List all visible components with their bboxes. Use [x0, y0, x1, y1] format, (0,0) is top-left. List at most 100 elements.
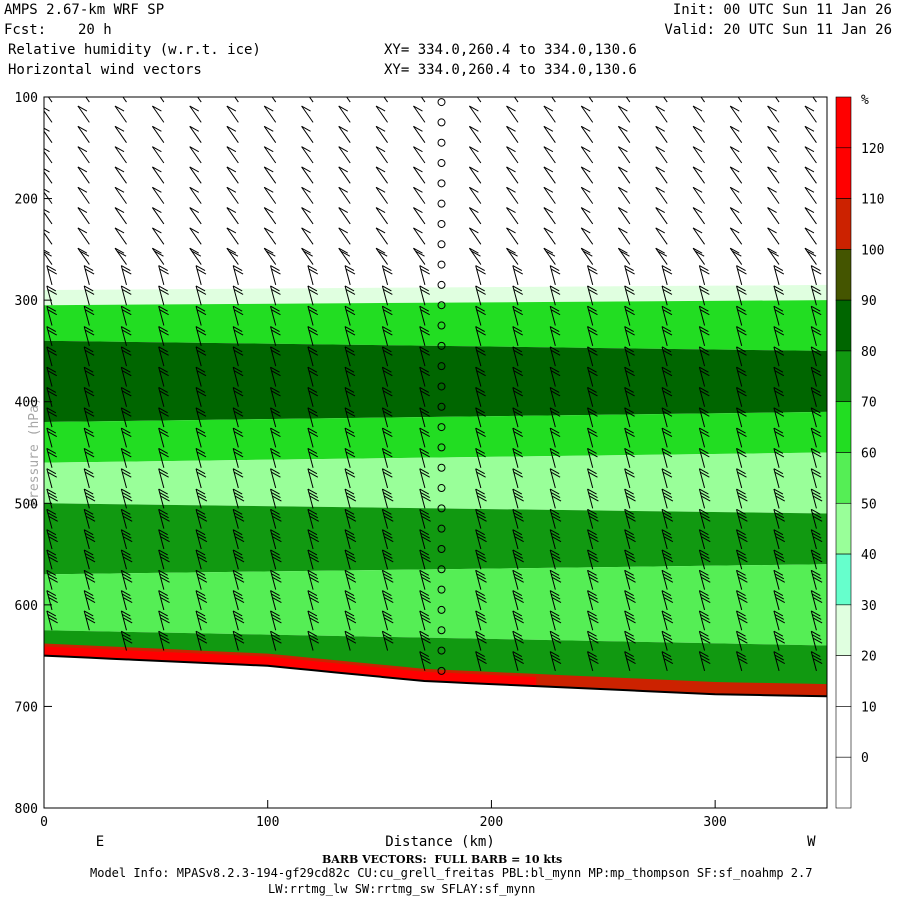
barb-flag — [41, 86, 50, 91]
barb-flag — [121, 265, 131, 272]
barb-flag — [122, 329, 132, 336]
barb-flag — [346, 597, 357, 604]
barb-flag — [308, 471, 319, 478]
barb-shaft — [263, 227, 277, 245]
barb-flag — [375, 227, 386, 234]
barb-flag — [587, 488, 597, 495]
barb-shaft — [810, 468, 817, 489]
wind-barb — [338, 125, 351, 143]
barb-flag — [382, 366, 392, 373]
barb-flag — [271, 613, 281, 620]
barb-shaft — [270, 407, 277, 428]
wind-barb — [804, 166, 817, 184]
barb-flag — [730, 86, 739, 91]
barb-flag — [196, 410, 207, 417]
wind-barb — [232, 407, 244, 428]
wind-barb — [549, 468, 561, 489]
barb-flag — [189, 146, 199, 153]
wind-barb — [120, 346, 132, 367]
wind-barb — [692, 207, 705, 225]
wind-barb — [77, 186, 90, 204]
barb-flag — [773, 285, 784, 292]
wind-barb — [151, 247, 165, 265]
wind-barb — [767, 247, 780, 265]
barb-flag — [152, 186, 162, 193]
calm-circle — [437, 484, 446, 493]
barb-flag — [344, 468, 355, 475]
barb-shaft — [381, 468, 389, 489]
barb-shaft — [736, 570, 743, 590]
barb-shaft — [767, 227, 780, 245]
barb-flag — [700, 532, 710, 539]
calm-circle — [437, 321, 446, 330]
barb-flag — [773, 326, 784, 332]
wind-barb — [344, 387, 356, 407]
barb-flag — [307, 569, 318, 576]
wind-barb — [307, 468, 319, 489]
barb-flag — [737, 309, 747, 316]
barb-flag — [413, 247, 423, 254]
barb-flag — [158, 427, 168, 434]
barb-shaft — [344, 427, 351, 448]
barb-flag — [624, 326, 634, 332]
barb-flag — [811, 492, 822, 498]
wind-barb — [661, 488, 674, 509]
barb-flag — [477, 637, 487, 644]
barb-flag — [625, 451, 635, 458]
wind-barb — [475, 427, 486, 448]
barb-flag — [195, 326, 206, 332]
barb-flag — [375, 207, 386, 214]
wind-barb — [624, 569, 636, 590]
wind-barb — [580, 207, 594, 225]
wind-barb — [698, 590, 711, 611]
barb-flag — [420, 268, 430, 275]
barb-shaft — [729, 146, 743, 164]
barb-flag — [419, 366, 429, 373]
wind-barb — [46, 447, 57, 468]
barb-flag — [302, 86, 311, 91]
wind-barb — [151, 166, 165, 184]
wind-barb — [810, 346, 822, 367]
barb-flag — [512, 447, 523, 454]
barb-flag — [344, 529, 355, 536]
barb-flag — [549, 651, 560, 657]
barb-flag — [476, 613, 486, 620]
barb-flag — [344, 508, 355, 515]
barb-flag — [513, 268, 523, 275]
barb-flag — [195, 630, 206, 637]
barb-shaft — [804, 247, 817, 265]
barb-flag — [700, 471, 710, 478]
barb-flag — [624, 427, 634, 434]
barb-flag — [655, 166, 665, 173]
barb-shaft — [151, 166, 165, 184]
barb-flag — [344, 569, 355, 576]
barb-shaft — [767, 186, 780, 204]
wind-barb — [195, 265, 207, 286]
barb-flag — [774, 512, 785, 519]
barb-flag — [309, 556, 320, 563]
barb-flag — [549, 265, 560, 272]
barb-flag — [811, 488, 821, 495]
wind-barb — [307, 590, 320, 611]
wind-barb — [195, 569, 208, 590]
barb-flag — [773, 366, 784, 373]
barb-shaft — [624, 427, 631, 448]
barb-flag — [420, 654, 430, 661]
barb-flag — [46, 508, 57, 515]
barb-shaft — [624, 448, 631, 468]
barb-flag — [309, 597, 320, 604]
barb-flag — [48, 536, 58, 543]
wind-barb — [804, 105, 817, 123]
wind-barb — [226, 105, 239, 123]
barb-flag — [737, 492, 747, 498]
barb-shaft — [301, 247, 314, 265]
barb-flag — [84, 390, 95, 397]
wind-barb — [437, 626, 446, 635]
barb-shaft — [661, 549, 668, 570]
barb-shaft — [120, 265, 127, 286]
barb-flag — [122, 593, 132, 600]
barb-flag — [344, 488, 355, 495]
barb-shaft — [344, 326, 351, 346]
barb-shaft — [263, 126, 277, 143]
barb-flag — [551, 515, 562, 522]
